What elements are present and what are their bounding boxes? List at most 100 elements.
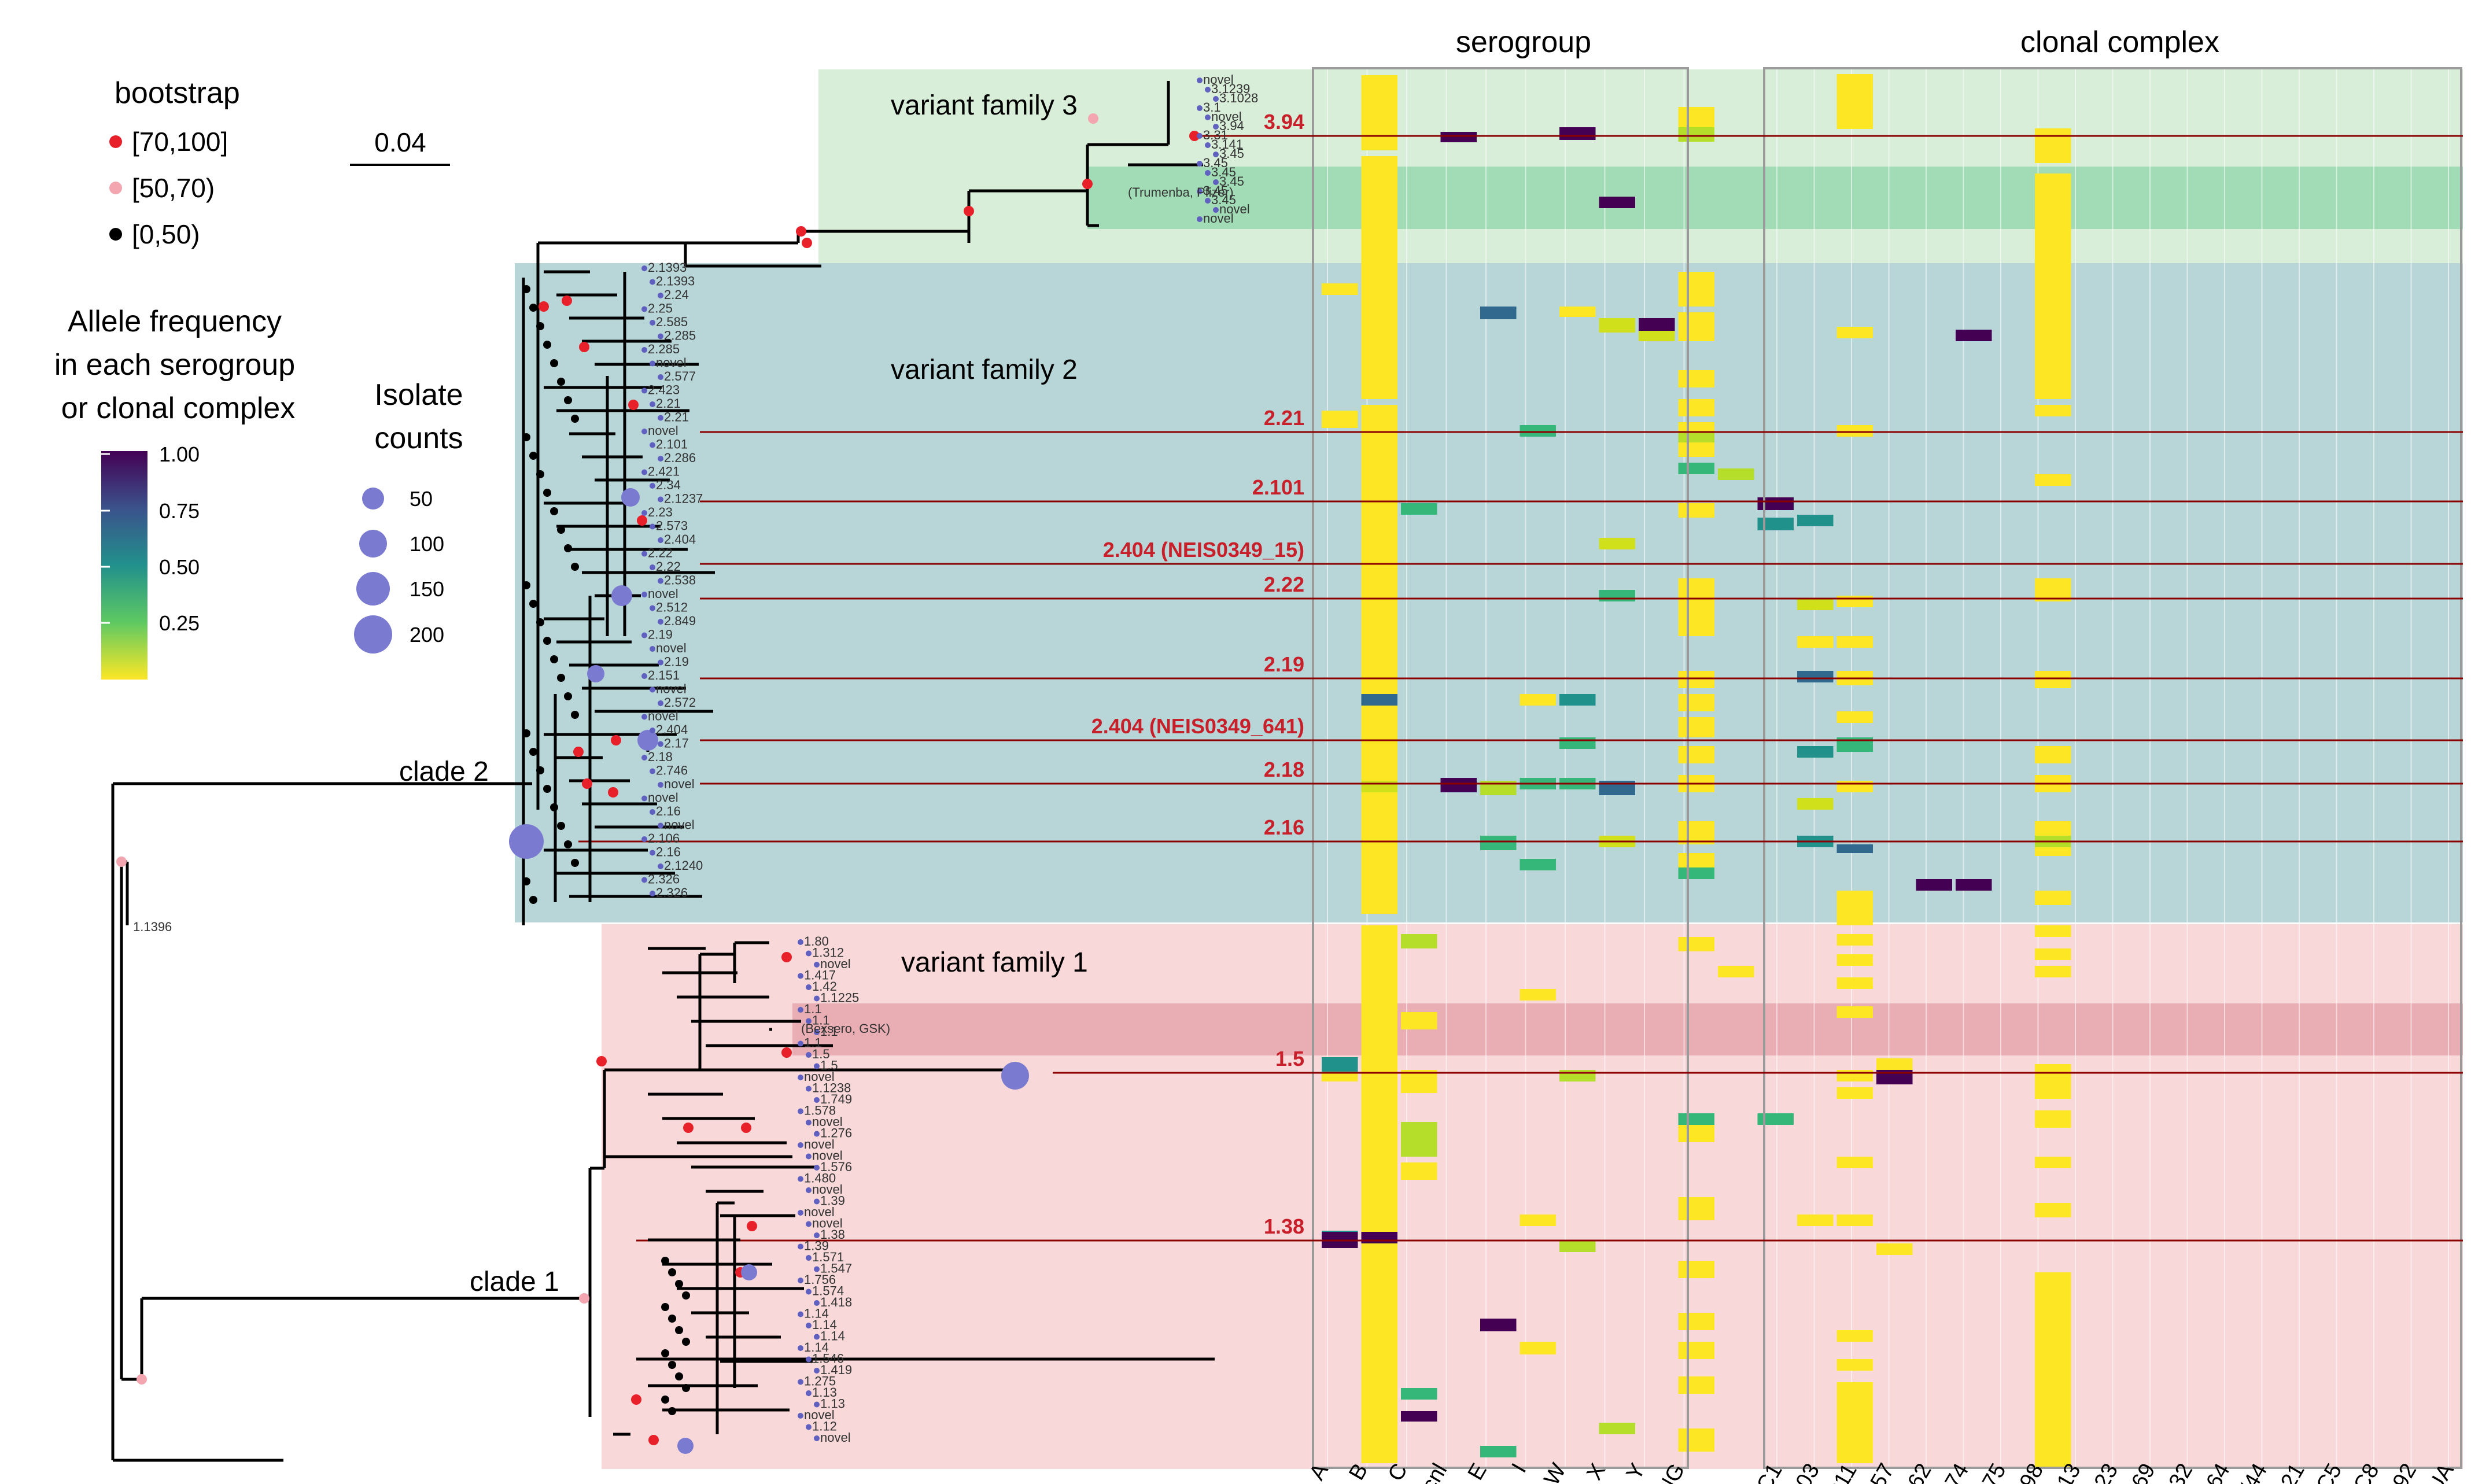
bootstrap-node: [564, 692, 572, 700]
heat-cell: [1678, 370, 1714, 387]
bootstrap-node: [1088, 113, 1098, 124]
bootstrap-node: [668, 1315, 676, 1323]
tip-label: 3.141: [1211, 137, 1243, 152]
bootstrap-node: [682, 1338, 690, 1346]
tip-label: 1.571: [812, 1250, 844, 1264]
tip-label: novel: [664, 818, 695, 832]
tip-point: [641, 714, 647, 720]
bootstrap-node: [543, 489, 551, 497]
bootstrap-node: [628, 400, 639, 410]
heat-cell: [1797, 515, 1834, 526]
tip-point: [650, 891, 655, 896]
bootstrap-node: [522, 581, 530, 589]
heat-cell: [1599, 1423, 1635, 1434]
isolate-circle: [1001, 1062, 1029, 1090]
highlight-label: 3.94: [1264, 110, 1304, 134]
tip-labels: novel3.12393.10283.1novel3.943.313.1413.…: [133, 72, 1258, 1445]
tip-point: [641, 469, 647, 475]
highlight-label: 2.101: [1252, 475, 1304, 499]
heat-cell: [1401, 1411, 1437, 1422]
heat-cell: [1836, 954, 1873, 966]
heat-cell: [1559, 307, 1596, 317]
tip-label: 3.45: [1219, 174, 1244, 189]
heat-cell: [1836, 977, 1873, 989]
phylogenetic-tree: [111, 81, 1215, 1462]
bootstrap-node: [675, 1326, 683, 1334]
tip-label: 3.45: [1203, 156, 1228, 170]
tip-point: [641, 265, 647, 271]
heat-cell: [1480, 307, 1517, 319]
tip-point: [806, 1018, 812, 1024]
tip-point: [641, 551, 647, 557]
isolate-swatch: [359, 530, 387, 558]
highlight-label: 2.19: [1264, 652, 1304, 676]
heat-cell: [1401, 1122, 1437, 1157]
tip-label: 2.423: [648, 383, 680, 397]
tip-label: 2.1393: [648, 260, 687, 275]
tip-point: [650, 686, 655, 693]
heat-cell: [1401, 1388, 1437, 1400]
heat-cell: [1678, 399, 1714, 416]
vf1-label: variant family 1: [901, 947, 1088, 978]
heat-cell: [1836, 425, 1873, 437]
bootstrap-node: [781, 1047, 792, 1058]
tip-point: [1213, 152, 1219, 157]
heat-cell: [1836, 844, 1873, 853]
tip-label: 3.94: [1219, 119, 1244, 133]
tip-point: [798, 1075, 803, 1080]
tip-point: [814, 1029, 820, 1035]
tip-label: 2.17: [664, 736, 689, 751]
heat-cell: [1876, 1058, 1913, 1070]
tip-label: 2.25: [648, 301, 673, 316]
tip-label: 3.45: [1211, 193, 1236, 207]
tip-label: novel: [656, 641, 687, 655]
tip-label: 2.24: [664, 287, 689, 302]
bootstrap-node: [571, 415, 579, 423]
tip-point: [1197, 161, 1203, 167]
bootstrap-node: [522, 433, 530, 441]
tip-label: 2.22: [656, 559, 681, 574]
freq-tick-label: 1.00: [159, 442, 200, 466]
tip-label: 1.14: [804, 1340, 829, 1354]
tip-label: 2.326: [656, 885, 688, 900]
heat-cell: [1836, 1359, 1873, 1371]
bootstrap-node: [536, 322, 544, 330]
tip-label: 2.326: [648, 872, 680, 887]
tip-label: 1.39: [820, 1194, 845, 1208]
tip-point: [650, 360, 655, 367]
tip-point: [814, 1435, 820, 1441]
heat-cell: [1797, 671, 1834, 682]
isolate-swatch: [356, 572, 390, 606]
bootstrap-node: [536, 470, 544, 478]
bootstrap-node: [536, 618, 544, 626]
tip-label: 2.19: [648, 627, 673, 642]
tip-label: novel: [804, 1137, 835, 1151]
tip-label: novel: [804, 1408, 835, 1422]
tip-point: [814, 1401, 820, 1408]
heat-cell: [1361, 781, 1397, 792]
tip-point: [806, 1221, 812, 1227]
bootstrap-node: [529, 600, 537, 608]
tip-point: [806, 984, 812, 990]
tip-point: [814, 962, 820, 968]
tip-point: [1205, 142, 1211, 148]
tip-label: 2.404: [664, 532, 696, 547]
heat-cell: [2035, 891, 2071, 905]
bootstrap-node: [536, 766, 544, 774]
tip-point: [1213, 96, 1219, 102]
heat-cell: [1757, 518, 1794, 530]
highlight-label: 2.404 (NEIS0349_641): [1091, 714, 1304, 738]
tip-point: [658, 374, 663, 380]
heat-cell: [2035, 1157, 2071, 1168]
tip-label: novel: [820, 1430, 851, 1445]
bootstrap-node: [564, 396, 572, 404]
heat-cell: [1559, 1241, 1596, 1252]
tip-point: [650, 809, 655, 815]
tip-label: 2.746: [656, 763, 688, 778]
heat-cell: [1401, 503, 1437, 515]
trumenba-band: [1087, 167, 2463, 229]
tip-point: [641, 755, 647, 761]
heat-cell: [1678, 746, 1714, 763]
bootstrap-node: [1189, 131, 1200, 141]
isolate-circle: [587, 665, 604, 682]
